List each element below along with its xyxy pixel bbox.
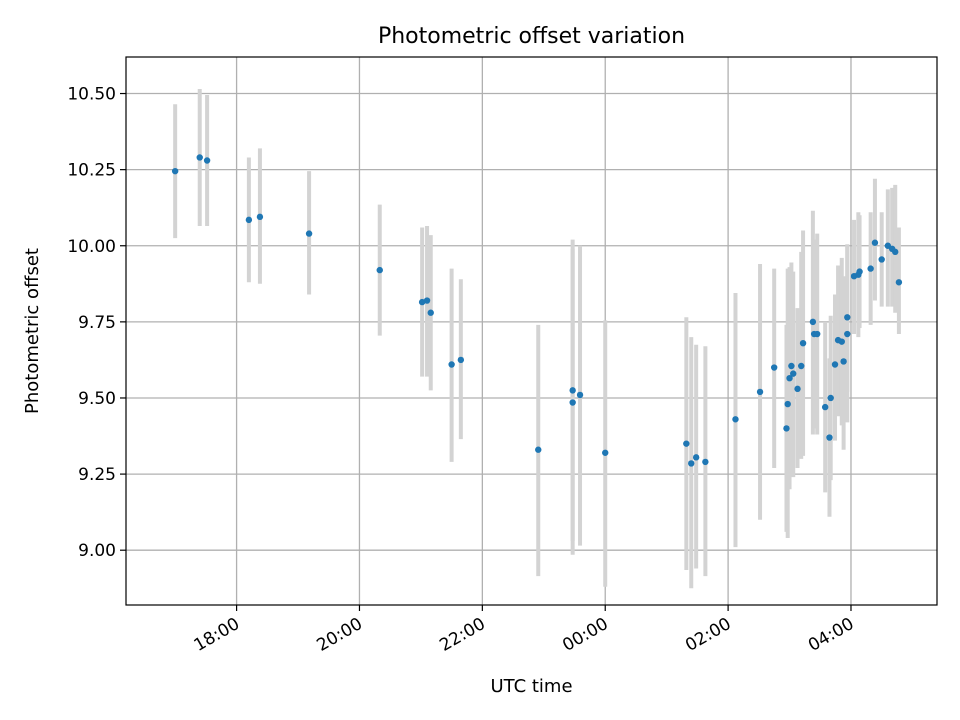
data-point <box>788 362 795 370</box>
data-point <box>821 403 829 411</box>
y-tick-label: 10.00 <box>67 237 116 257</box>
data-point <box>794 385 801 393</box>
data-point <box>827 394 834 402</box>
data-point <box>892 248 899 256</box>
data-point <box>831 361 839 368</box>
data-point <box>702 458 709 466</box>
data-point <box>256 213 264 221</box>
data-point <box>305 230 313 237</box>
data-point <box>840 358 847 365</box>
y-axis-ticks: 9.00 9.25 9.50 9.75 10.00 10.25 10.50 <box>67 85 126 561</box>
data-point <box>784 400 791 408</box>
plot-frame <box>125 56 938 606</box>
data-point <box>809 318 817 326</box>
x-axis-label: UTC time <box>490 676 572 697</box>
data-point <box>838 338 845 345</box>
y-tick-label: 10.50 <box>67 85 116 105</box>
data-point <box>826 434 833 441</box>
data-point <box>376 266 383 274</box>
y-axis-label: Photometric offset <box>22 248 43 414</box>
y-tick-label: 9.00 <box>78 541 116 561</box>
data-point <box>576 391 584 399</box>
y-tick-label: 9.75 <box>78 313 116 333</box>
data-point <box>786 374 793 382</box>
data-point <box>692 454 700 461</box>
data-points <box>171 154 903 467</box>
data-point <box>683 440 690 447</box>
data-point <box>871 239 879 246</box>
data-point <box>756 388 764 396</box>
data-point <box>196 154 203 161</box>
data-point <box>171 167 179 175</box>
data-point <box>569 399 576 406</box>
data-point <box>844 314 851 321</box>
y-tick-label: 10.25 <box>67 161 116 181</box>
data-point <box>602 449 609 456</box>
data-point <box>535 446 542 453</box>
data-point <box>790 370 797 377</box>
data-point <box>799 339 807 347</box>
data-point <box>844 330 851 338</box>
data-point <box>798 362 805 370</box>
y-tick-label: 9.25 <box>78 465 116 485</box>
data-point <box>867 265 874 272</box>
data-point <box>203 157 211 164</box>
data-point <box>895 279 903 286</box>
data-point <box>732 416 739 423</box>
data-point <box>688 460 695 467</box>
data-point <box>770 364 778 371</box>
y-tick-label: 9.50 <box>78 389 116 409</box>
data-point <box>878 256 885 263</box>
data-point <box>813 330 821 338</box>
data-point <box>783 425 790 432</box>
data-point <box>448 361 455 368</box>
data-point <box>418 298 426 306</box>
data-point <box>569 387 576 394</box>
data-point <box>457 356 465 364</box>
data-point <box>856 268 863 275</box>
chart-title: Photometric offset variation <box>378 24 685 49</box>
data-point <box>427 309 434 316</box>
data-point <box>423 297 431 304</box>
data-point <box>245 216 253 224</box>
